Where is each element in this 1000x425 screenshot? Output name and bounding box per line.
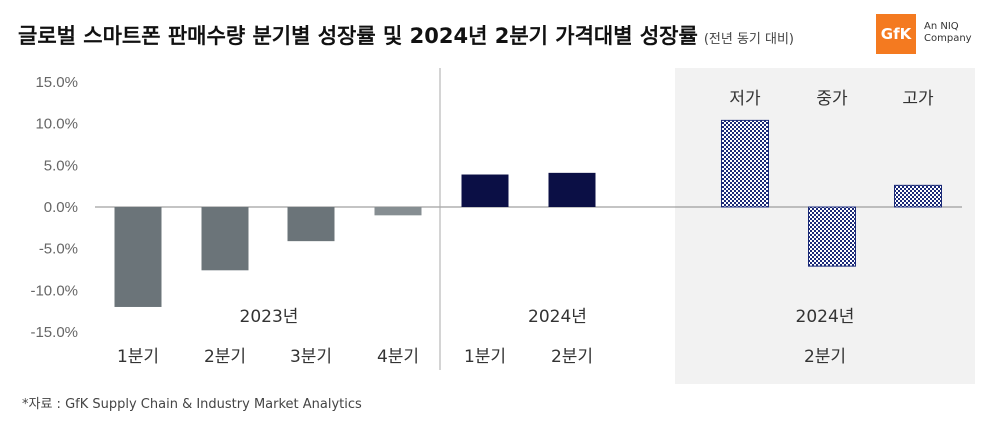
category-label: 3분기 — [290, 347, 332, 367]
category-label: 4분기 — [377, 347, 419, 367]
gfk-logo-line1: An NIQ — [924, 21, 959, 32]
bar-2-1 — [461, 174, 509, 207]
gfk-logo-line2: Company — [924, 33, 972, 44]
gfk-logo-caption: An NIQ Company — [924, 21, 972, 45]
bar-3-1 — [721, 119, 769, 208]
category-label: 중가 — [816, 89, 848, 109]
bar-3-3 — [894, 184, 942, 208]
chart-title-text: 글로벌 스마트폰 판매수량 분기별 성장률 및 2024년 2분기 가격대별 성… — [18, 24, 698, 48]
y-tick-label: -15.0% — [30, 324, 78, 341]
group-sublabel: 2분기 — [804, 347, 846, 367]
chart-title: 글로벌 스마트폰 판매수량 분기별 성장률 및 2024년 2분기 가격대별 성… — [18, 20, 794, 50]
category-label: 1분기 — [464, 347, 506, 367]
bar-1-1 — [114, 207, 162, 307]
category-label: 2분기 — [204, 347, 246, 367]
y-tick-label: 5.0% — [44, 157, 78, 174]
category-label: 저가 — [729, 89, 761, 109]
bar-2-2 — [548, 172, 596, 207]
chart-subtitle: (전년 동기 대비) — [703, 32, 794, 47]
y-tick-label: -5.0% — [39, 241, 78, 258]
category-label: 1분기 — [117, 347, 159, 367]
group-label: 2024년 — [528, 307, 587, 327]
group-label: 2024년 — [796, 307, 855, 327]
gfk-logo-mark: GfK — [876, 14, 916, 54]
category-label: 2분기 — [551, 347, 593, 367]
y-tick-label: 10.0% — [35, 116, 78, 133]
bar-3-2 — [808, 206, 856, 267]
bar-1-4 — [374, 207, 422, 216]
group-label: 2023년 — [240, 307, 299, 327]
bar-1-3 — [287, 207, 335, 242]
y-tick-label: 0.0% — [44, 199, 78, 216]
gfk-logo: GfK An NIQ Company — [876, 14, 976, 54]
source-note: *자료 : GfK Supply Chain & Industry Market… — [22, 397, 362, 412]
y-tick-label: 15.0% — [35, 74, 78, 91]
bar-1-2 — [201, 207, 249, 271]
category-label: 고가 — [902, 89, 934, 109]
y-tick-label: -10.0% — [30, 282, 78, 299]
